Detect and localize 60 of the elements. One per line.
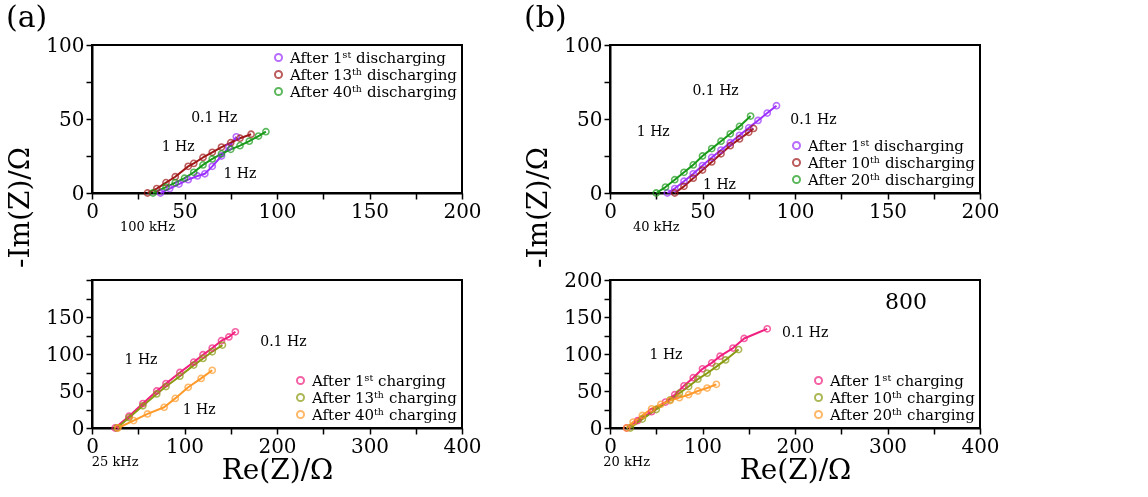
legend-label: After 10ᵗʰ charging bbox=[829, 388, 976, 407]
y-axis-title: -Im(Z)/Ω bbox=[520, 146, 554, 269]
legend-label: After 1ˢᵗ charging bbox=[311, 371, 447, 390]
y-tick-label: 0 bbox=[71, 180, 85, 205]
legend-label: After 13ᵗʰ charging bbox=[311, 388, 458, 407]
x-tick-label: 300 bbox=[868, 433, 908, 458]
annotation: 0.1 Hz bbox=[782, 323, 829, 340]
x-tick-label: 400 bbox=[443, 433, 482, 458]
legend-label: After 20ᵗʰ charging bbox=[829, 405, 976, 424]
legend-label: After 20ᵗʰ discharging bbox=[807, 170, 976, 189]
y-tick-label: 0 bbox=[589, 180, 603, 205]
annotation: 1 Hz bbox=[636, 122, 670, 139]
y-axis-title: -Im(Z)/Ω bbox=[2, 146, 36, 269]
x-tick-label: 100 bbox=[776, 198, 815, 223]
y-tick-label: 100 bbox=[46, 341, 85, 366]
legend-label: After 40ᵗʰ charging bbox=[311, 405, 458, 424]
x-tick-label: 200 bbox=[443, 198, 482, 223]
x-tick-label: 100 bbox=[165, 433, 205, 458]
x-tick-label: 150 bbox=[350, 198, 390, 223]
legend-label: After 1ˢᵗ discharging bbox=[289, 48, 447, 67]
annotation: 0.1 Hz bbox=[191, 108, 238, 125]
x-tick-label: 300 bbox=[350, 433, 390, 458]
x-tick-label: 400 bbox=[961, 433, 1000, 458]
annotation: 1 Hz bbox=[703, 176, 736, 193]
x-tick-label: 50 bbox=[690, 198, 716, 223]
y-tick-label: 100 bbox=[564, 32, 603, 57]
annotation: 25 kHz bbox=[91, 454, 139, 469]
chart-title: (a) bbox=[6, 0, 48, 34]
legend-label: After 1ˢᵗ discharging bbox=[807, 136, 965, 155]
annotation: 1 Hz bbox=[649, 345, 683, 362]
annotation: 800 bbox=[885, 289, 927, 315]
annotation: 0.1 Hz bbox=[260, 332, 307, 349]
legend-label: After 40ᵗʰ discharging bbox=[289, 82, 458, 101]
annotation: 20 kHz bbox=[603, 454, 651, 469]
y-tick-label: 50 bbox=[577, 106, 603, 131]
x-tick-label: 100 bbox=[258, 198, 297, 223]
x-tick-label: 150 bbox=[868, 198, 908, 223]
x-tick-label: 200 bbox=[961, 198, 1000, 223]
y-tick-label: 100 bbox=[564, 341, 603, 366]
y-tick-label: 150 bbox=[46, 304, 85, 329]
annotation: 1 Hz bbox=[161, 138, 195, 155]
chart-title: (b) bbox=[524, 0, 567, 34]
y-tick-label: 50 bbox=[577, 378, 603, 403]
y-tick-label: 100 bbox=[46, 32, 85, 57]
y-tick-label: 200 bbox=[564, 267, 603, 292]
x-tick-label: 100 bbox=[683, 433, 723, 458]
y-tick-label: 50 bbox=[59, 378, 85, 403]
legend-label: After 10ᵗʰ discharging bbox=[807, 153, 976, 172]
y-tick-label: 0 bbox=[71, 415, 85, 440]
annotation: 0.1 Hz bbox=[790, 110, 837, 127]
legend-label: After 1ˢᵗ charging bbox=[829, 371, 965, 390]
annotation: 1 Hz bbox=[182, 401, 216, 418]
annotation: 1 Hz bbox=[223, 164, 257, 181]
annotation: 40 kHz bbox=[632, 219, 680, 234]
annotation: 0.1 Hz bbox=[692, 82, 739, 99]
y-tick-label: 150 bbox=[564, 304, 603, 329]
y-tick-label: 50 bbox=[59, 106, 85, 131]
y-tick-label: 0 bbox=[589, 415, 603, 440]
annotation: 1 Hz bbox=[124, 350, 158, 367]
legend-label: After 13ᵗʰ discharging bbox=[289, 65, 458, 84]
